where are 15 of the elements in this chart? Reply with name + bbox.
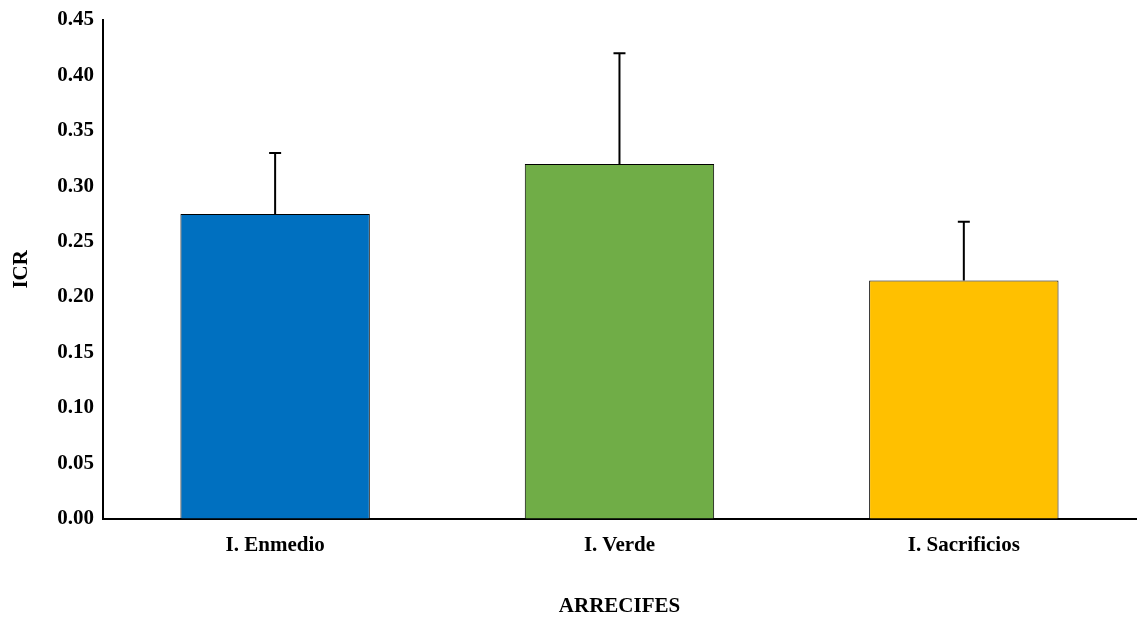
y-axis-title: ICR — [8, 249, 33, 289]
y-tick-label: 0.40 — [57, 61, 94, 86]
y-tick-label: 0.20 — [57, 283, 94, 308]
y-tick-label: 0.10 — [57, 394, 94, 419]
x-tick-label: I. Verde — [583, 531, 656, 556]
y-tick-label: 0.05 — [57, 449, 94, 474]
y-tick-label: 0.45 — [57, 6, 94, 31]
y-tick-label: 0.15 — [57, 338, 94, 363]
x-tick-label: I. Sacrificios — [907, 531, 1020, 556]
y-tick-label: 0.35 — [57, 117, 94, 142]
y-tick-label: 0.00 — [57, 505, 94, 530]
y-tick-label: 0.30 — [57, 172, 94, 197]
y-tick-label: 0.25 — [57, 228, 94, 253]
x-axis-title: ARRECIFES — [558, 592, 681, 617]
x-tick-label: I. Enmedio — [225, 531, 325, 556]
